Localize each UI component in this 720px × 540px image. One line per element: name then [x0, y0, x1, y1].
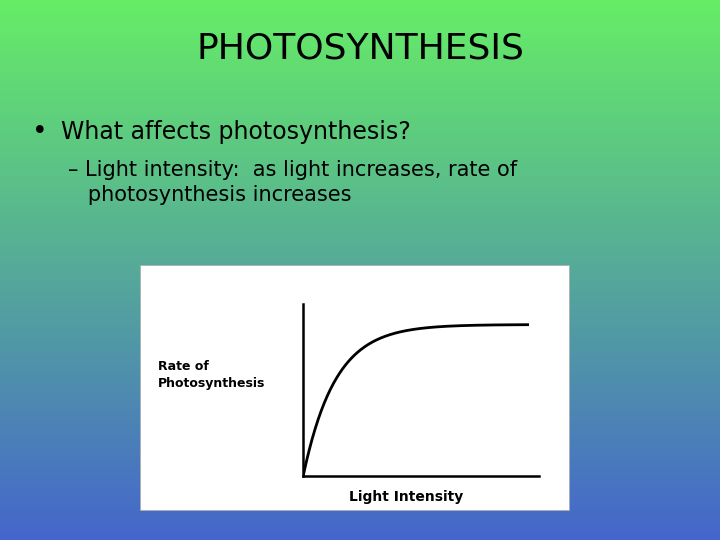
Text: Light Intensity: Light Intensity: [349, 490, 463, 504]
FancyBboxPatch shape: [140, 265, 569, 510]
Text: PHOTOSYNTHESIS: PHOTOSYNTHESIS: [196, 32, 524, 65]
Text: •: •: [32, 119, 48, 145]
Text: – Light intensity:  as light increases, rate of: – Light intensity: as light increases, r…: [68, 160, 518, 180]
Text: What affects photosynthesis?: What affects photosynthesis?: [61, 120, 411, 144]
Text: photosynthesis increases: photosynthesis increases: [68, 185, 352, 206]
Text: Rate of
Photosynthesis: Rate of Photosynthesis: [158, 360, 265, 390]
